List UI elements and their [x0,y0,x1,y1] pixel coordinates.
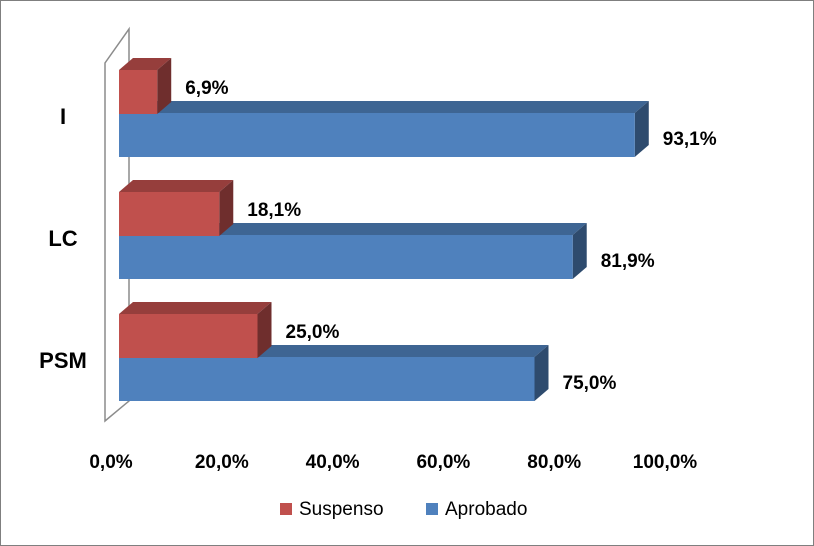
legend: Suspenso Aprobado [280,499,527,520]
bar-front-face [119,70,158,114]
data-label: 93,1% [663,129,717,150]
bar-aprobado-lc [119,223,587,279]
category-group-i: 93,1% 6,9% I [60,58,717,157]
x-tick-label: 60,0% [416,452,470,473]
data-label: 6,9% [185,78,228,99]
bar-suspenso-psm [119,302,272,358]
bar-top-face [119,302,272,314]
legend-swatch [426,503,438,515]
legend-swatch [280,503,292,515]
bar-side-face [634,101,649,157]
bar-top-face [119,101,649,113]
data-label: 81,9% [601,251,655,272]
x-tick-label: 80,0% [527,452,581,473]
bar-top-face [119,223,587,235]
bar-side-face [572,223,587,279]
bar-front-face [119,235,573,279]
bar-side-face [157,58,172,114]
category-group-lc: 81,9% 18,1% LC [48,180,655,279]
bar-front-face [119,357,535,401]
bar-suspenso-lc [119,180,234,236]
bar-front-face [119,192,220,236]
x-tick-label: 40,0% [306,452,360,473]
legend-item-aprobado: Aprobado [426,499,527,520]
bar-side-face [534,345,549,401]
bar-suspenso-i [119,58,172,114]
bar-front-face [119,113,635,157]
bar-top-face [119,58,172,70]
category-label: PSM [39,348,87,373]
x-tick-label: 0,0% [89,452,132,473]
data-label: 18,1% [247,200,301,221]
x-tick-label: 100,0% [633,452,698,473]
bar-aprobado-i [119,101,649,157]
legend-item-suspenso: Suspenso [280,499,384,520]
data-label: 75,0% [563,373,617,394]
x-tick-label: 20,0% [195,452,249,473]
legend-label: Suspenso [299,499,384,520]
category-label: I [60,104,66,129]
legend-label: Aprobado [445,499,527,520]
bar-top-face [119,180,234,192]
bar-side-face [219,180,234,236]
category-label: LC [48,226,77,251]
data-label: 25,0% [286,322,340,343]
bar-front-face [119,314,258,358]
bar-side-face [257,302,272,358]
bar-aprobado-psm [119,345,549,401]
category-group-psm: 75,0% 25,0% PSM [39,302,616,401]
